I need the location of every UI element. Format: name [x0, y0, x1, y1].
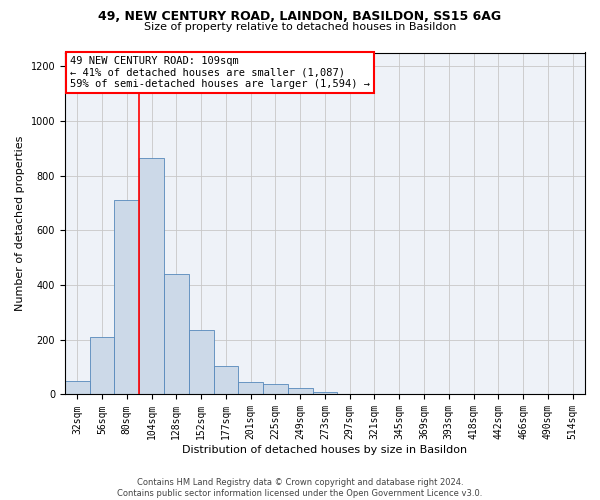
Bar: [288, 388, 313, 394]
Bar: [164, 274, 189, 394]
Bar: [313, 392, 337, 394]
Bar: [65, 382, 89, 394]
Bar: [189, 330, 214, 394]
Bar: [139, 158, 164, 394]
Text: 49, NEW CENTURY ROAD, LAINDON, BASILDON, SS15 6AG: 49, NEW CENTURY ROAD, LAINDON, BASILDON,…: [98, 10, 502, 23]
Y-axis label: Number of detached properties: Number of detached properties: [15, 136, 25, 311]
X-axis label: Distribution of detached houses by size in Basildon: Distribution of detached houses by size …: [182, 445, 467, 455]
Bar: [214, 366, 238, 394]
Bar: [115, 200, 139, 394]
Text: 49 NEW CENTURY ROAD: 109sqm
← 41% of detached houses are smaller (1,087)
59% of : 49 NEW CENTURY ROAD: 109sqm ← 41% of det…: [70, 56, 370, 89]
Bar: [238, 382, 263, 394]
Text: Size of property relative to detached houses in Basildon: Size of property relative to detached ho…: [144, 22, 456, 32]
Text: Contains HM Land Registry data © Crown copyright and database right 2024.
Contai: Contains HM Land Registry data © Crown c…: [118, 478, 482, 498]
Bar: [263, 384, 288, 394]
Bar: [89, 337, 115, 394]
